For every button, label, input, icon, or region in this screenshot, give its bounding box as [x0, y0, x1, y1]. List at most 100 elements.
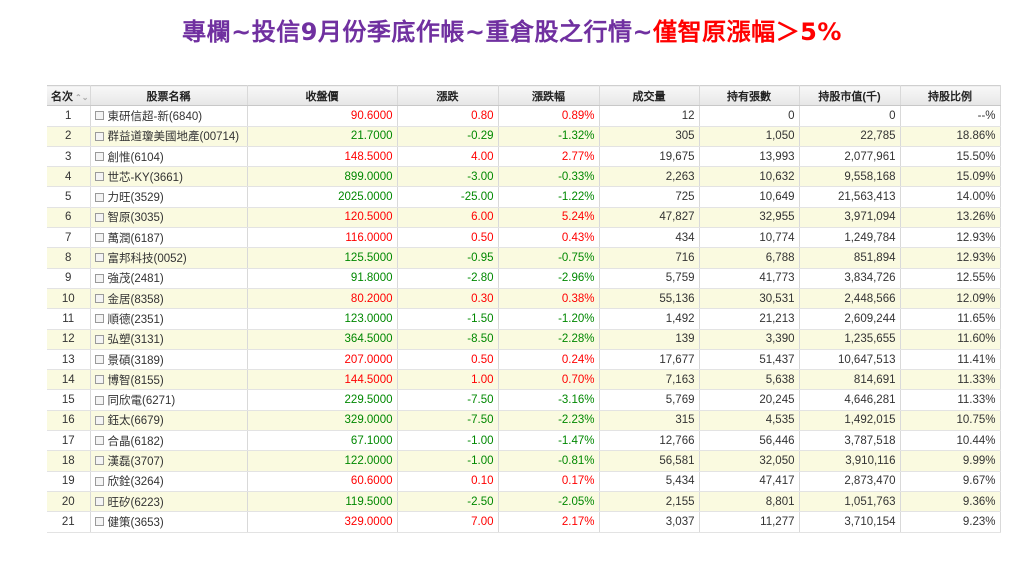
- table-row[interactable]: 4 世芯-KY(3661) 899.0000 -3.00 -0.33% 2,263 10,6…: [47, 166, 1001, 188]
- change-pct-cell: -1.47%: [498, 430, 600, 452]
- table-row[interactable]: 10 金居(8358) 80.2000 0.30 0.38% 55,136 30,531 2,…: [47, 288, 1001, 310]
- col-header-holding-ratio[interactable]: 持股比例: [900, 84, 1001, 107]
- checkbox-icon[interactable]: [94, 456, 104, 466]
- checkbox-icon[interactable]: [94, 152, 104, 161]
- col-header-change[interactable]: 漲跌: [397, 84, 499, 107]
- stock-name-cell[interactable]: 弘塑(3131): [90, 329, 248, 350]
- checkbox-icon[interactable]: [94, 395, 104, 405]
- stock-name-cell[interactable]: 漢磊(3707): [90, 450, 248, 472]
- table-row[interactable]: 7 萬潤(6187) 116.0000 0.50 0.43% 434 10,774 1,249…: [47, 227, 1001, 249]
- checkbox-icon[interactable]: [94, 233, 104, 243]
- change-pct-cell: -0.75%: [498, 247, 600, 269]
- table-row[interactable]: 18 漢磊(3707) 122.0000 -1.00 -0.81% 56,581 32,05…: [47, 450, 1001, 472]
- shares-held-cell: 47,417: [699, 471, 800, 492]
- checkbox-icon[interactable]: [94, 497, 104, 507]
- stock-name-cell[interactable]: 旺矽(6223): [90, 491, 248, 513]
- checkbox-icon[interactable]: [94, 294, 104, 304]
- stock-name-cell[interactable]: 順德(2351): [90, 308, 248, 330]
- checkbox-icon[interactable]: [94, 314, 104, 324]
- checkbox-icon[interactable]: [94, 273, 104, 283]
- table-row[interactable]: 19 欣銓(3264) 60.6000 0.10 0.17% 5,434 47,417 2,8…: [47, 471, 1001, 492]
- col-header-change-pct[interactable]: 漲跌幅: [498, 84, 600, 107]
- table-row[interactable]: 16 鈺太(6679) 329.0000 -7.50 -2.23% 315 4,535 1,4…: [47, 410, 1001, 432]
- close-price-cell: 207.0000: [247, 349, 398, 371]
- checkbox-icon[interactable]: [94, 253, 104, 263]
- col-header-volume[interactable]: 成交量: [599, 84, 700, 107]
- stock-name-cell[interactable]: 萬潤(6187): [90, 227, 248, 249]
- holding-ratio-cell: 11.41%: [900, 349, 1001, 371]
- change-cell: -7.50: [397, 410, 499, 432]
- table-row[interactable]: 2 群益道瓊美國地產(00714) 21.7000 -0.29 -1.32% 305 1,0…: [47, 126, 1001, 147]
- close-price-cell: 90.6000: [247, 105, 398, 127]
- holding-value-cell: 10,647,513: [799, 349, 901, 371]
- table-row[interactable]: 21 健策(3653) 329.0000 7.00 2.17% 3,037 11,277 3,…: [47, 511, 1001, 533]
- stock-name-cell[interactable]: 強茂(2481): [90, 268, 248, 289]
- holdings-table: 名次 ⌃⌄ 股票名稱 收盤價 漲跌 漲跌幅 成交量 持有張數 持股市值(千) 持股…: [47, 84, 1001, 533]
- checkbox-icon[interactable]: [94, 212, 104, 222]
- table-row[interactable]: 17 合晶(6182) 67.1000 -1.00 -1.47% 12,766 56,446…: [47, 430, 1001, 452]
- change-pct-cell: -3.16%: [498, 389, 600, 411]
- col-header-rank[interactable]: 名次 ⌃⌄: [47, 84, 91, 107]
- stock-name-cell[interactable]: 東研信超-新(6840): [90, 105, 248, 127]
- stock-name-cell[interactable]: 博智(8155): [90, 369, 248, 391]
- stock-name-cell[interactable]: 世芯-KY(3661): [90, 166, 248, 188]
- stock-name-cell[interactable]: 智原(3035): [90, 207, 248, 229]
- change-cell: 0.30: [397, 288, 499, 310]
- checkbox-icon[interactable]: [94, 436, 104, 446]
- table-row[interactable]: 9 強茂(2481) 91.8000 -2.80 -2.96% 5,759 41,773 3,…: [47, 268, 1001, 289]
- holding-value-cell: 3,787,518: [799, 430, 901, 452]
- title-highlight: 僅智原漲幅＞5%: [653, 18, 842, 46]
- table-row[interactable]: 15 同欣電(6271) 229.5000 -7.50 -3.16% 5,769 20,24…: [47, 389, 1001, 411]
- checkbox-icon[interactable]: [94, 354, 104, 364]
- holding-ratio-cell: 10.44%: [900, 430, 1001, 452]
- holding-ratio-cell: 13.26%: [900, 207, 1001, 229]
- checkbox-icon[interactable]: [94, 476, 104, 486]
- col-header-close[interactable]: 收盤價: [247, 84, 398, 107]
- close-price-cell: 148.5000: [247, 146, 398, 168]
- stock-name-label: 景碩(3189): [107, 354, 164, 367]
- table-row[interactable]: 5 力旺(3529) 2025.0000 -25.00 -1.22% 725 10,649 2…: [47, 186, 1001, 208]
- col-header-name[interactable]: 股票名稱: [90, 84, 248, 107]
- stock-name-cell[interactable]: 富邦科技(0052): [90, 247, 248, 269]
- stock-name-cell[interactable]: 欣銓(3264): [90, 471, 248, 492]
- stock-name-label: 群益道瓊美國地產(00714): [107, 131, 240, 144]
- stock-name-cell[interactable]: 合晶(6182): [90, 430, 248, 452]
- table-row[interactable]: 8 富邦科技(0052) 125.5000 -0.95 -0.75% 716 6,788 85…: [47, 247, 1001, 269]
- stock-name-cell[interactable]: 健策(3653): [90, 511, 248, 533]
- table-row[interactable]: 3 創惟(6104) 148.5000 4.00 2.77% 19,675 13,993 2,…: [47, 146, 1001, 168]
- checkbox-icon[interactable]: [94, 192, 104, 202]
- checkbox-icon[interactable]: [94, 334, 104, 344]
- col-header-shares-held[interactable]: 持有張數: [699, 84, 800, 107]
- stock-name-cell[interactable]: 創惟(6104): [90, 146, 248, 168]
- rank-cell: 21: [47, 511, 91, 533]
- table-row[interactable]: 6 智原(3035) 120.5000 6.00 5.24% 47,827 32,955 3,…: [47, 207, 1001, 229]
- holding-ratio-cell: 9.23%: [900, 511, 1001, 533]
- checkbox-icon[interactable]: [94, 131, 104, 141]
- table-row[interactable]: 14 博智(8155) 144.5000 1.00 0.70% 7,163 5,638 814…: [47, 369, 1001, 391]
- holding-value-cell: 21,563,413: [799, 186, 901, 208]
- rank-cell: 5: [47, 186, 91, 208]
- col-header-holding-value[interactable]: 持股市值(千): [799, 84, 901, 107]
- checkbox-icon[interactable]: [94, 517, 104, 527]
- close-price-cell: 123.0000: [247, 308, 398, 330]
- stock-name-cell[interactable]: 群益道瓊美國地產(00714): [90, 126, 248, 147]
- stock-name-cell[interactable]: 同欣電(6271): [90, 389, 248, 411]
- checkbox-icon[interactable]: [94, 375, 104, 385]
- change-cell: -0.95: [397, 247, 499, 269]
- change-cell: -8.50: [397, 329, 499, 350]
- checkbox-icon[interactable]: [94, 172, 104, 182]
- stock-name-cell[interactable]: 力旺(3529): [90, 186, 248, 208]
- table-row[interactable]: 20 旺矽(6223) 119.5000 -2.50 -2.05% 2,155 8,801 1…: [47, 491, 1001, 513]
- stock-name-cell[interactable]: 金居(8358): [90, 288, 248, 310]
- sort-icon[interactable]: ⌃⌄: [75, 92, 89, 102]
- table-row[interactable]: 12 弘塑(3131) 364.5000 -8.50 -2.28% 139 3,390 1,2…: [47, 329, 1001, 350]
- checkbox-icon[interactable]: [94, 415, 104, 425]
- stock-name-cell[interactable]: 鈺太(6679): [90, 410, 248, 432]
- stock-name-label: 金居(8358): [107, 293, 164, 306]
- table-row[interactable]: 1 東研信超-新(6840) 90.6000 0.80 0.89% 12 0 0 --%: [47, 105, 1001, 127]
- stock-name-cell[interactable]: 景碩(3189): [90, 349, 248, 371]
- checkbox-icon[interactable]: [94, 111, 104, 121]
- table-row[interactable]: 11 順德(2351) 123.0000 -1.50 -1.20% 1,492 21,213…: [47, 308, 1001, 330]
- change-cell: -1.50: [397, 308, 499, 330]
- table-row[interactable]: 13 景碩(3189) 207.0000 0.50 0.24% 17,677 51,437 1…: [47, 349, 1001, 371]
